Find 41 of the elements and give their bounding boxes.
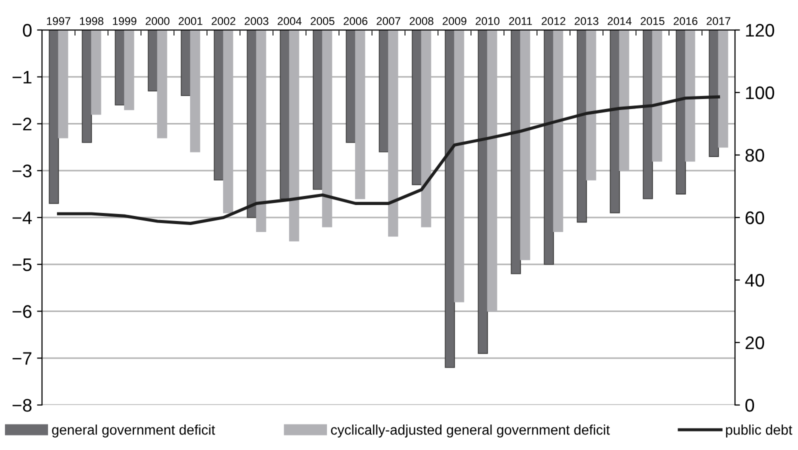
x-tick-label: 2007 — [376, 17, 400, 26]
x-tick-label: 2005 — [310, 17, 334, 26]
x-tick-label: 2010 — [476, 17, 500, 26]
y-tick-label: −6 — [12, 305, 32, 318]
x-tick-label: 2008 — [410, 17, 434, 26]
y2-tick-label: 60 — [746, 211, 764, 224]
x-tick-label: 1997 — [46, 17, 70, 26]
y-tick-label: −7 — [12, 352, 32, 365]
x-tick-label: 2001 — [178, 17, 202, 26]
y-tick-label: −1 — [12, 70, 32, 84]
y-tick-label: 0 — [22, 24, 32, 37]
y2-tick-label: 40 — [745, 274, 764, 287]
x-tick-label: 1999 — [112, 17, 136, 26]
y-tick-label: −8 — [12, 398, 32, 412]
x-tick-label: 2014 — [608, 17, 632, 26]
y-tick-label: −2 — [12, 118, 32, 130]
y2-tick-label: 80 — [746, 148, 764, 162]
x-tick-label: 2016 — [674, 17, 698, 26]
legend-label: general government deficit — [52, 424, 216, 438]
line-series — [56, 95, 720, 225]
x-tick-label: 2012 — [542, 17, 566, 26]
x-tick-label: 2009 — [442, 17, 466, 26]
x-tick-label: 2011 — [509, 17, 532, 26]
y2-tick-label: 100 — [746, 86, 774, 100]
x-tick-label: 2004 — [278, 17, 302, 26]
y-tick-label: −4 — [12, 212, 32, 224]
x-tick-label: 1998 — [80, 17, 104, 26]
x-tick-label: 2002 — [212, 17, 236, 26]
x-tick-label: 2006 — [344, 17, 368, 26]
legend-label: cyclically-adjusted general government deficit — [331, 424, 610, 438]
y2-tick-label: 20 — [746, 336, 764, 350]
y2-tick-label: 0 — [745, 398, 754, 412]
x-tick-label: 2017 — [706, 17, 730, 26]
x-tick-label: 2013 — [574, 17, 598, 26]
legend-label: public debt — [726, 424, 792, 438]
x-tick-label: 2015 — [640, 17, 664, 26]
x-tick-label: 2003 — [244, 17, 268, 26]
y2-tick-label: 120 — [746, 24, 774, 37]
y-tick-label: −3 — [12, 164, 32, 178]
x-tick-label: 2000 — [146, 17, 170, 26]
y-tick-label: −5 — [12, 258, 32, 272]
